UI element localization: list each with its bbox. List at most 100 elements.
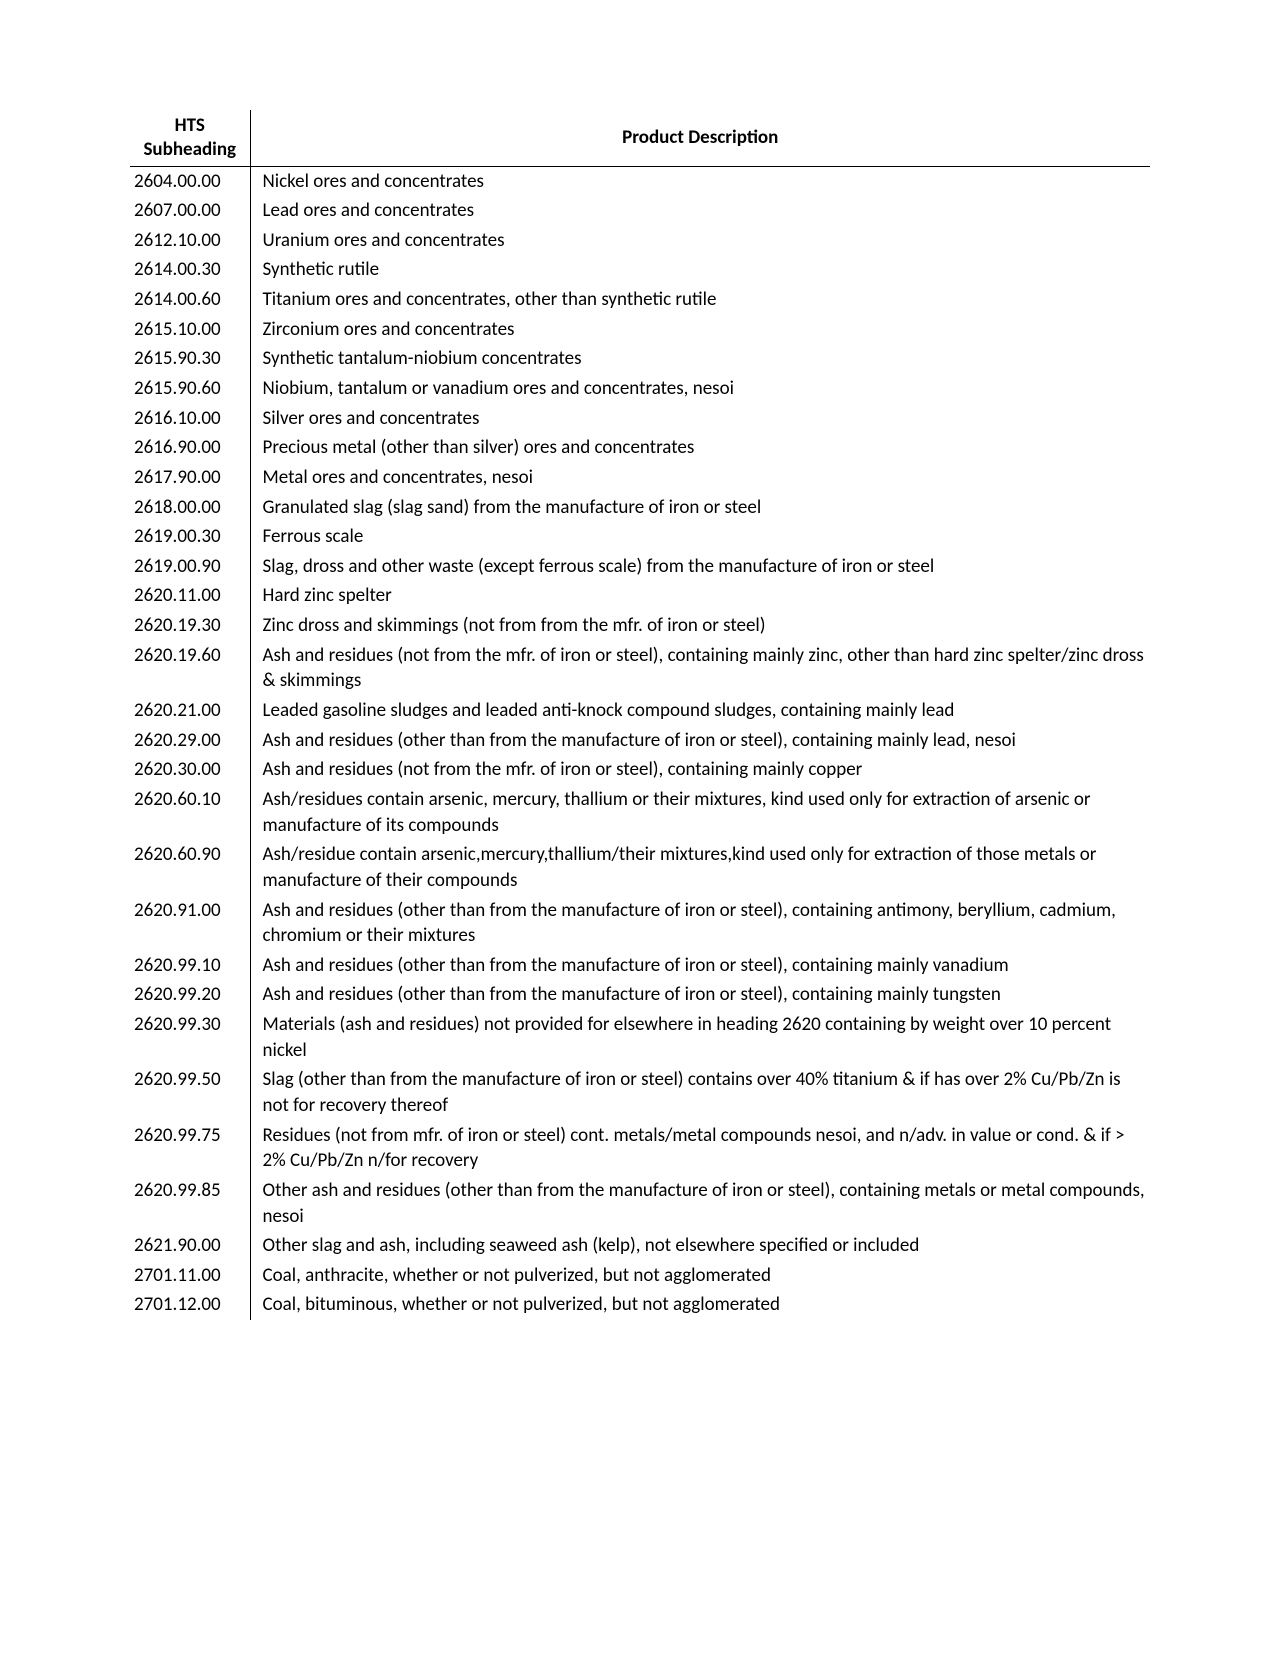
table-row: 2701.11.00Coal, anthracite, whether or n…: [130, 1261, 1150, 1291]
hts-code: 2701.11.00: [130, 1261, 250, 1291]
product-description: Ash and residues (other than from the ma…: [250, 896, 1150, 951]
product-description: Other ash and residues (other than from …: [250, 1176, 1150, 1231]
hts-code: 2616.90.00: [130, 433, 250, 463]
hts-code: 2614.00.30: [130, 255, 250, 285]
product-description: Ash and residues (other than from the ma…: [250, 951, 1150, 981]
hts-code: 2615.10.00: [130, 315, 250, 345]
table-row: 2620.99.30Materials (ash and residues) n…: [130, 1010, 1150, 1065]
table-row: 2620.99.10Ash and residues (other than f…: [130, 951, 1150, 981]
hts-code: 2620.11.00: [130, 581, 250, 611]
product-description: Ash and residues (other than from the ma…: [250, 980, 1150, 1010]
table-row: 2615.10.00Zirconium ores and concentrate…: [130, 315, 1150, 345]
table-row: 2607.00.00Lead ores and concentrates: [130, 196, 1150, 226]
product-description: Zinc dross and skimmings (not from from …: [250, 611, 1150, 641]
hts-code: 2619.00.30: [130, 522, 250, 552]
table-row: 2620.60.90Ash/residue contain arsenic,me…: [130, 840, 1150, 895]
hts-code: 2620.91.00: [130, 896, 250, 951]
table-row: 2620.99.50Slag (other than from the manu…: [130, 1065, 1150, 1120]
product-description: Ash/residues contain arsenic, mercury, t…: [250, 785, 1150, 840]
table-row: 2612.10.00Uranium ores and concentrates: [130, 226, 1150, 256]
product-description: Ash and residues (not from the mfr. of i…: [250, 641, 1150, 696]
product-description: Leaded gasoline sludges and leaded anti-…: [250, 696, 1150, 726]
table-row: 2619.00.90Slag, dross and other waste (e…: [130, 552, 1150, 582]
product-description: Ash and residues (not from the mfr. of i…: [250, 755, 1150, 785]
table-row: 2616.10.00Silver ores and concentrates: [130, 404, 1150, 434]
table-row: 2620.30.00Ash and residues (not from the…: [130, 755, 1150, 785]
table-row: 2620.21.00Leaded gasoline sludges and le…: [130, 696, 1150, 726]
hts-table: HTS Subheading Product Description 2604.…: [130, 110, 1150, 1320]
table-row: 2621.90.00Other slag and ash, including …: [130, 1231, 1150, 1261]
product-description: Residues (not from mfr. of iron or steel…: [250, 1121, 1150, 1176]
product-description: Titanium ores and concentrates, other th…: [250, 285, 1150, 315]
hts-code: 2604.00.00: [130, 166, 250, 196]
product-description: Coal, bituminous, whether or not pulveri…: [250, 1290, 1150, 1320]
product-description: Granulated slag (slag sand) from the man…: [250, 493, 1150, 523]
table-body: 2604.00.00Nickel ores and concentrates26…: [130, 166, 1150, 1320]
table-row: 2618.00.00Granulated slag (slag sand) fr…: [130, 493, 1150, 523]
table-row: 2620.99.85Other ash and residues (other …: [130, 1176, 1150, 1231]
table-row: 2620.19.30Zinc dross and skimmings (not …: [130, 611, 1150, 641]
hts-code: 2615.90.30: [130, 344, 250, 374]
product-description: Precious metal (other than silver) ores …: [250, 433, 1150, 463]
table-row: 2614.00.30Synthetic rutile: [130, 255, 1150, 285]
document-page: HTS Subheading Product Description 2604.…: [0, 0, 1280, 1440]
product-description: Other slag and ash, including seaweed as…: [250, 1231, 1150, 1261]
hts-code: 2620.19.30: [130, 611, 250, 641]
hts-code: 2620.99.30: [130, 1010, 250, 1065]
hts-code: 2607.00.00: [130, 196, 250, 226]
hts-code: 2620.99.20: [130, 980, 250, 1010]
hts-code: 2620.60.10: [130, 785, 250, 840]
product-description: Synthetic tantalum-niobium concentrates: [250, 344, 1150, 374]
table-row: 2620.29.00Ash and residues (other than f…: [130, 726, 1150, 756]
hts-code: 2620.19.60: [130, 641, 250, 696]
product-description: Ferrous scale: [250, 522, 1150, 552]
table-row: 2614.00.60Titanium ores and concentrates…: [130, 285, 1150, 315]
table-row: 2615.90.30Synthetic tantalum-niobium con…: [130, 344, 1150, 374]
hts-code: 2620.99.75: [130, 1121, 250, 1176]
table-row: 2620.99.20Ash and residues (other than f…: [130, 980, 1150, 1010]
header-hts-line1: HTS: [175, 114, 205, 137]
hts-code: 2621.90.00: [130, 1231, 250, 1261]
hts-code: 2614.00.60: [130, 285, 250, 315]
table-row: 2620.99.75Residues (not from mfr. of iro…: [130, 1121, 1150, 1176]
header-hts-subheading: HTS Subheading: [130, 110, 250, 166]
table-row: 2619.00.30Ferrous scale: [130, 522, 1150, 552]
hts-code: 2612.10.00: [130, 226, 250, 256]
hts-code: 2620.99.85: [130, 1176, 250, 1231]
product-description: Ash/residue contain arsenic,mercury,thal…: [250, 840, 1150, 895]
table-row: 2616.90.00Precious metal (other than sil…: [130, 433, 1150, 463]
table-row: 2701.12.00Coal, bituminous, whether or n…: [130, 1290, 1150, 1320]
table-row: 2615.90.60Niobium, tantalum or vanadium …: [130, 374, 1150, 404]
product-description: Synthetic rutile: [250, 255, 1150, 285]
table-row: 2620.19.60Ash and residues (not from the…: [130, 641, 1150, 696]
product-description: Hard zinc spelter: [250, 581, 1150, 611]
product-description: Zirconium ores and concentrates: [250, 315, 1150, 345]
hts-code: 2620.60.90: [130, 840, 250, 895]
hts-code: 2620.99.50: [130, 1065, 250, 1120]
hts-code: 2620.29.00: [130, 726, 250, 756]
product-description: Niobium, tantalum or vanadium ores and c…: [250, 374, 1150, 404]
hts-code: 2620.21.00: [130, 696, 250, 726]
product-description: Ash and residues (other than from the ma…: [250, 726, 1150, 756]
product-description: Lead ores and concentrates: [250, 196, 1150, 226]
hts-code: 2619.00.90: [130, 552, 250, 582]
table-row: 2617.90.00Metal ores and concentrates, n…: [130, 463, 1150, 493]
product-description: Materials (ash and residues) not provide…: [250, 1010, 1150, 1065]
table-row: 2620.11.00Hard zinc spelter: [130, 581, 1150, 611]
table-row: 2620.60.10Ash/residues contain arsenic, …: [130, 785, 1150, 840]
header-hts-line2: Subheading: [143, 138, 236, 161]
product-description: Silver ores and concentrates: [250, 404, 1150, 434]
hts-code: 2615.90.60: [130, 374, 250, 404]
table-row: 2604.00.00Nickel ores and concentrates: [130, 166, 1150, 196]
product-description: Nickel ores and concentrates: [250, 166, 1150, 196]
product-description: Metal ores and concentrates, nesoi: [250, 463, 1150, 493]
hts-code: 2618.00.00: [130, 493, 250, 523]
hts-code: 2620.30.00: [130, 755, 250, 785]
hts-code: 2620.99.10: [130, 951, 250, 981]
hts-code: 2616.10.00: [130, 404, 250, 434]
product-description: Uranium ores and concentrates: [250, 226, 1150, 256]
table-header-row: HTS Subheading Product Description: [130, 110, 1150, 166]
header-product-description: Product Description: [250, 110, 1150, 166]
hts-code: 2617.90.00: [130, 463, 250, 493]
product-description: Slag, dross and other waste (except ferr…: [250, 552, 1150, 582]
